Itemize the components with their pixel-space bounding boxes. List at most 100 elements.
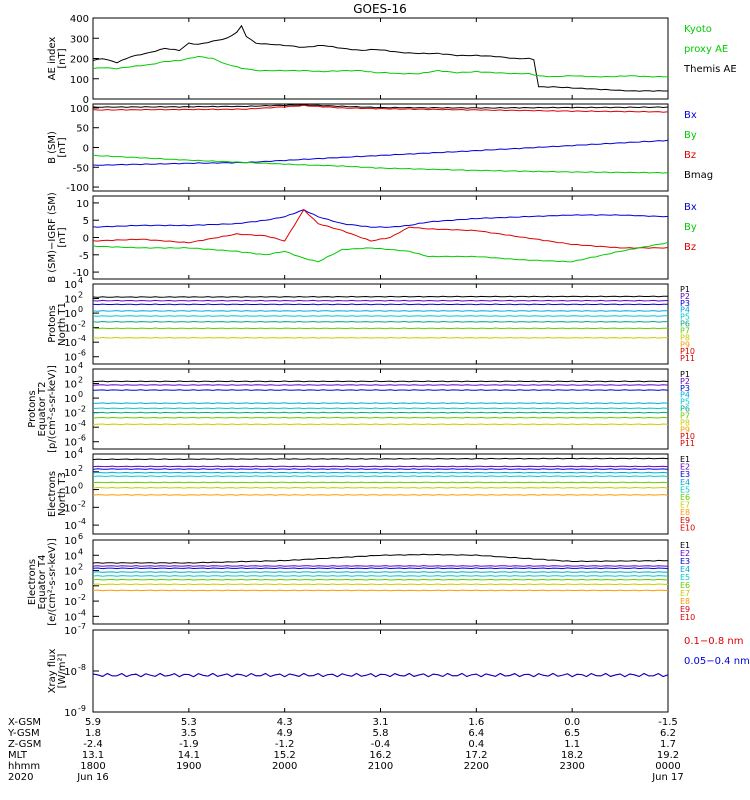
legend-entry: By xyxy=(684,222,697,233)
legend-entry: P7 xyxy=(680,326,690,335)
y-tick-label: 10 xyxy=(64,536,77,547)
legend-entry: Kyoto xyxy=(684,24,712,35)
y-axis-label: B (SM) xyxy=(47,131,58,164)
series-line-bz xyxy=(93,208,668,249)
legend-entry: E2 xyxy=(680,549,690,558)
legend-entry: E4 xyxy=(680,565,690,574)
y-tick-label: 200 xyxy=(70,55,89,66)
series-line-p3 xyxy=(93,389,668,391)
y-axis-label: Xray flux xyxy=(47,649,58,694)
time-axis-row-label: Z-GSM xyxy=(8,739,41,750)
series-line-e8 xyxy=(93,589,668,592)
y-tick-exponent: -2 xyxy=(78,593,86,602)
panel-frame xyxy=(92,629,669,713)
series-line-e2 xyxy=(93,565,668,567)
time-axis-value: 1.7 xyxy=(660,739,676,750)
y-axis-label: [e/(cm²-s-sr-keV)] xyxy=(47,538,58,626)
y-tick-exponent: -6 xyxy=(78,434,86,443)
panel-ae: 0 100 200 300 400 AE index [nT] Kyoto proxy AE Th… xyxy=(47,14,737,106)
series-group xyxy=(93,457,668,496)
series-line-e2 xyxy=(93,465,668,468)
y-tick-label: 10 xyxy=(64,309,77,320)
y-tick-exponent: -8 xyxy=(78,663,86,672)
y-tick-label: 10 xyxy=(64,667,77,678)
legend-entry: Bz xyxy=(684,242,696,253)
series-line-by xyxy=(93,241,668,263)
series-line-e1 xyxy=(93,457,668,461)
y-tick-label: 10 xyxy=(64,280,77,291)
y-tick-label: -5 xyxy=(79,251,89,262)
y-tick-label: 10 xyxy=(64,551,77,562)
time-axis-row-label: MLT xyxy=(8,750,28,761)
y-axis-label: North T1 xyxy=(57,302,68,346)
series-line-by xyxy=(93,154,668,174)
legend-entry: P6 xyxy=(680,405,690,414)
y-axis-label: Electrons xyxy=(27,559,38,605)
legend-entry: E10 xyxy=(680,613,695,622)
y-axis-label: Electrons xyxy=(47,471,58,517)
y-tick-exponent: 2 xyxy=(78,563,83,572)
time-axis-value: 2000 xyxy=(272,761,297,772)
y-tick-exponent: -4 xyxy=(78,608,86,617)
legend-entry: P1 xyxy=(680,370,690,379)
y-axis-label: [p/(cm²-s-sr-keV)] xyxy=(47,365,58,453)
time-axis-value: Jun 16 xyxy=(76,772,109,783)
y-tick-exponent: -6 xyxy=(78,349,86,358)
legend-entry: E1 xyxy=(680,541,690,550)
series-line-kyoto-proxy-ae xyxy=(93,55,668,78)
series-line-p4 xyxy=(93,310,668,312)
legend-entry: Bx xyxy=(684,110,697,121)
legend-entry: P8 xyxy=(680,333,690,342)
y-tick-label: -100 xyxy=(66,183,89,194)
y-tick-label: 400 xyxy=(70,14,89,25)
legend-entry: E1 xyxy=(680,455,690,464)
series-line-p6 xyxy=(93,320,668,323)
series-line-e5 xyxy=(93,475,668,478)
y-tick-label: 10 xyxy=(64,423,77,434)
y-tick-exponent: 2 xyxy=(78,464,83,473)
legend-entry: E8 xyxy=(680,508,690,517)
time-axis-value: 5.8 xyxy=(373,728,389,739)
panel-frame xyxy=(92,195,669,280)
time-axis-value: 6.5 xyxy=(564,728,580,739)
legend-entry: P9 xyxy=(680,425,690,434)
series-group xyxy=(93,380,668,426)
y-tick-label: 10 xyxy=(64,708,77,719)
time-axis-value: 13.1 xyxy=(82,750,104,761)
legend-entry: P2 xyxy=(680,292,690,301)
series-group xyxy=(93,672,668,678)
series-line-p1 xyxy=(93,295,668,298)
y-tick-label: 10 xyxy=(64,438,77,449)
series-line-0-05-0-4-nm xyxy=(93,672,668,678)
series-line-e5 xyxy=(93,575,668,577)
legend-entry: P3 xyxy=(680,299,690,308)
legend-entry: P5 xyxy=(680,313,690,322)
legend-entry: P11 xyxy=(680,354,695,363)
legend-entry: By xyxy=(684,130,697,141)
y-tick-label: 10 xyxy=(64,338,77,349)
legend-entry: Bz xyxy=(684,150,696,161)
legend-entry: 0.1−0.8 nm xyxy=(684,636,743,647)
legend-entry: P10 xyxy=(680,347,695,356)
y-tick-label: -50 xyxy=(73,163,89,174)
legend-entry: E9 xyxy=(680,605,690,614)
y-tick-exponent: 4 xyxy=(78,361,83,370)
y-tick-label: 10 xyxy=(64,626,77,637)
y-tick-label: 10 xyxy=(64,365,77,376)
legend-entry: E4 xyxy=(680,478,690,487)
legend-entry: P7 xyxy=(680,411,690,420)
y-axis-label: B (SM)−IGRF (SM) xyxy=(47,192,58,283)
time-axis-value: 1.8 xyxy=(85,728,101,739)
series-line-e3 xyxy=(93,567,668,570)
series-line-p2 xyxy=(93,384,668,386)
y-tick-label: 10 xyxy=(64,486,77,497)
series-line-e3 xyxy=(93,468,668,470)
time-axis-value: 0000 xyxy=(655,761,680,772)
panel-bsm: -100 -50 0 50 100 B (SM) [nT] Bx By Bz Bmag xyxy=(47,103,713,194)
y-tick-exponent: 0 xyxy=(78,482,83,491)
plot-title: GOES-16 xyxy=(353,2,407,16)
time-axis-value: 1.6 xyxy=(468,717,484,728)
y-tick-label: 100 xyxy=(70,104,89,115)
